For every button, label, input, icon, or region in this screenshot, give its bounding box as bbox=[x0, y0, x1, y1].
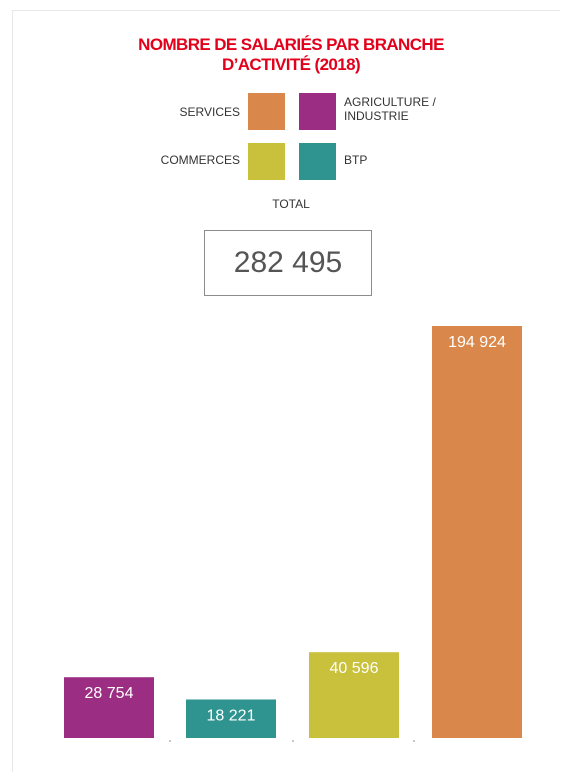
axis-tick-1 bbox=[292, 740, 294, 742]
total-value-box: 282 495 bbox=[204, 230, 372, 296]
legend-swatch-services bbox=[248, 93, 285, 130]
chart-card bbox=[12, 10, 560, 772]
legend-swatch-btp bbox=[299, 143, 336, 180]
bar-1 bbox=[186, 699, 276, 738]
total-label: TOTAL bbox=[272, 197, 310, 211]
legend-label-agriculture-industrie: AGRICULTURE / INDUSTRIE bbox=[344, 95, 436, 123]
legend-label-services: SERVICES bbox=[179, 105, 240, 119]
chart-title: NOMBRE DE SALARIÉS PAR BRANCHE D’ACTIVIT… bbox=[0, 35, 564, 75]
legend-swatch-agriculture-industrie bbox=[299, 93, 336, 130]
bar-3 bbox=[432, 326, 522, 738]
bar-value-label-2: 40 596 bbox=[330, 660, 379, 677]
bar-value-label-0: 28 754 bbox=[85, 685, 134, 702]
chart-title-line-1: NOMBRE DE SALARIÉS PAR BRANCHE bbox=[138, 35, 444, 54]
legend-label-commerces: COMMERCES bbox=[160, 153, 240, 167]
bar-value-label-3: 194 924 bbox=[448, 334, 506, 351]
bar-0 bbox=[64, 677, 154, 738]
legend-label-btp: BTP bbox=[344, 153, 368, 167]
axis-tick-0 bbox=[169, 740, 171, 742]
legend-swatch-commerces bbox=[248, 143, 285, 180]
bar-value-label-1: 18 221 bbox=[207, 707, 256, 724]
axis-tick-2 bbox=[413, 740, 415, 742]
bar-2 bbox=[309, 652, 399, 738]
chart-title-line-2: D’ACTIVITÉ (2018) bbox=[221, 55, 361, 74]
total-value: 282 495 bbox=[233, 246, 343, 279]
